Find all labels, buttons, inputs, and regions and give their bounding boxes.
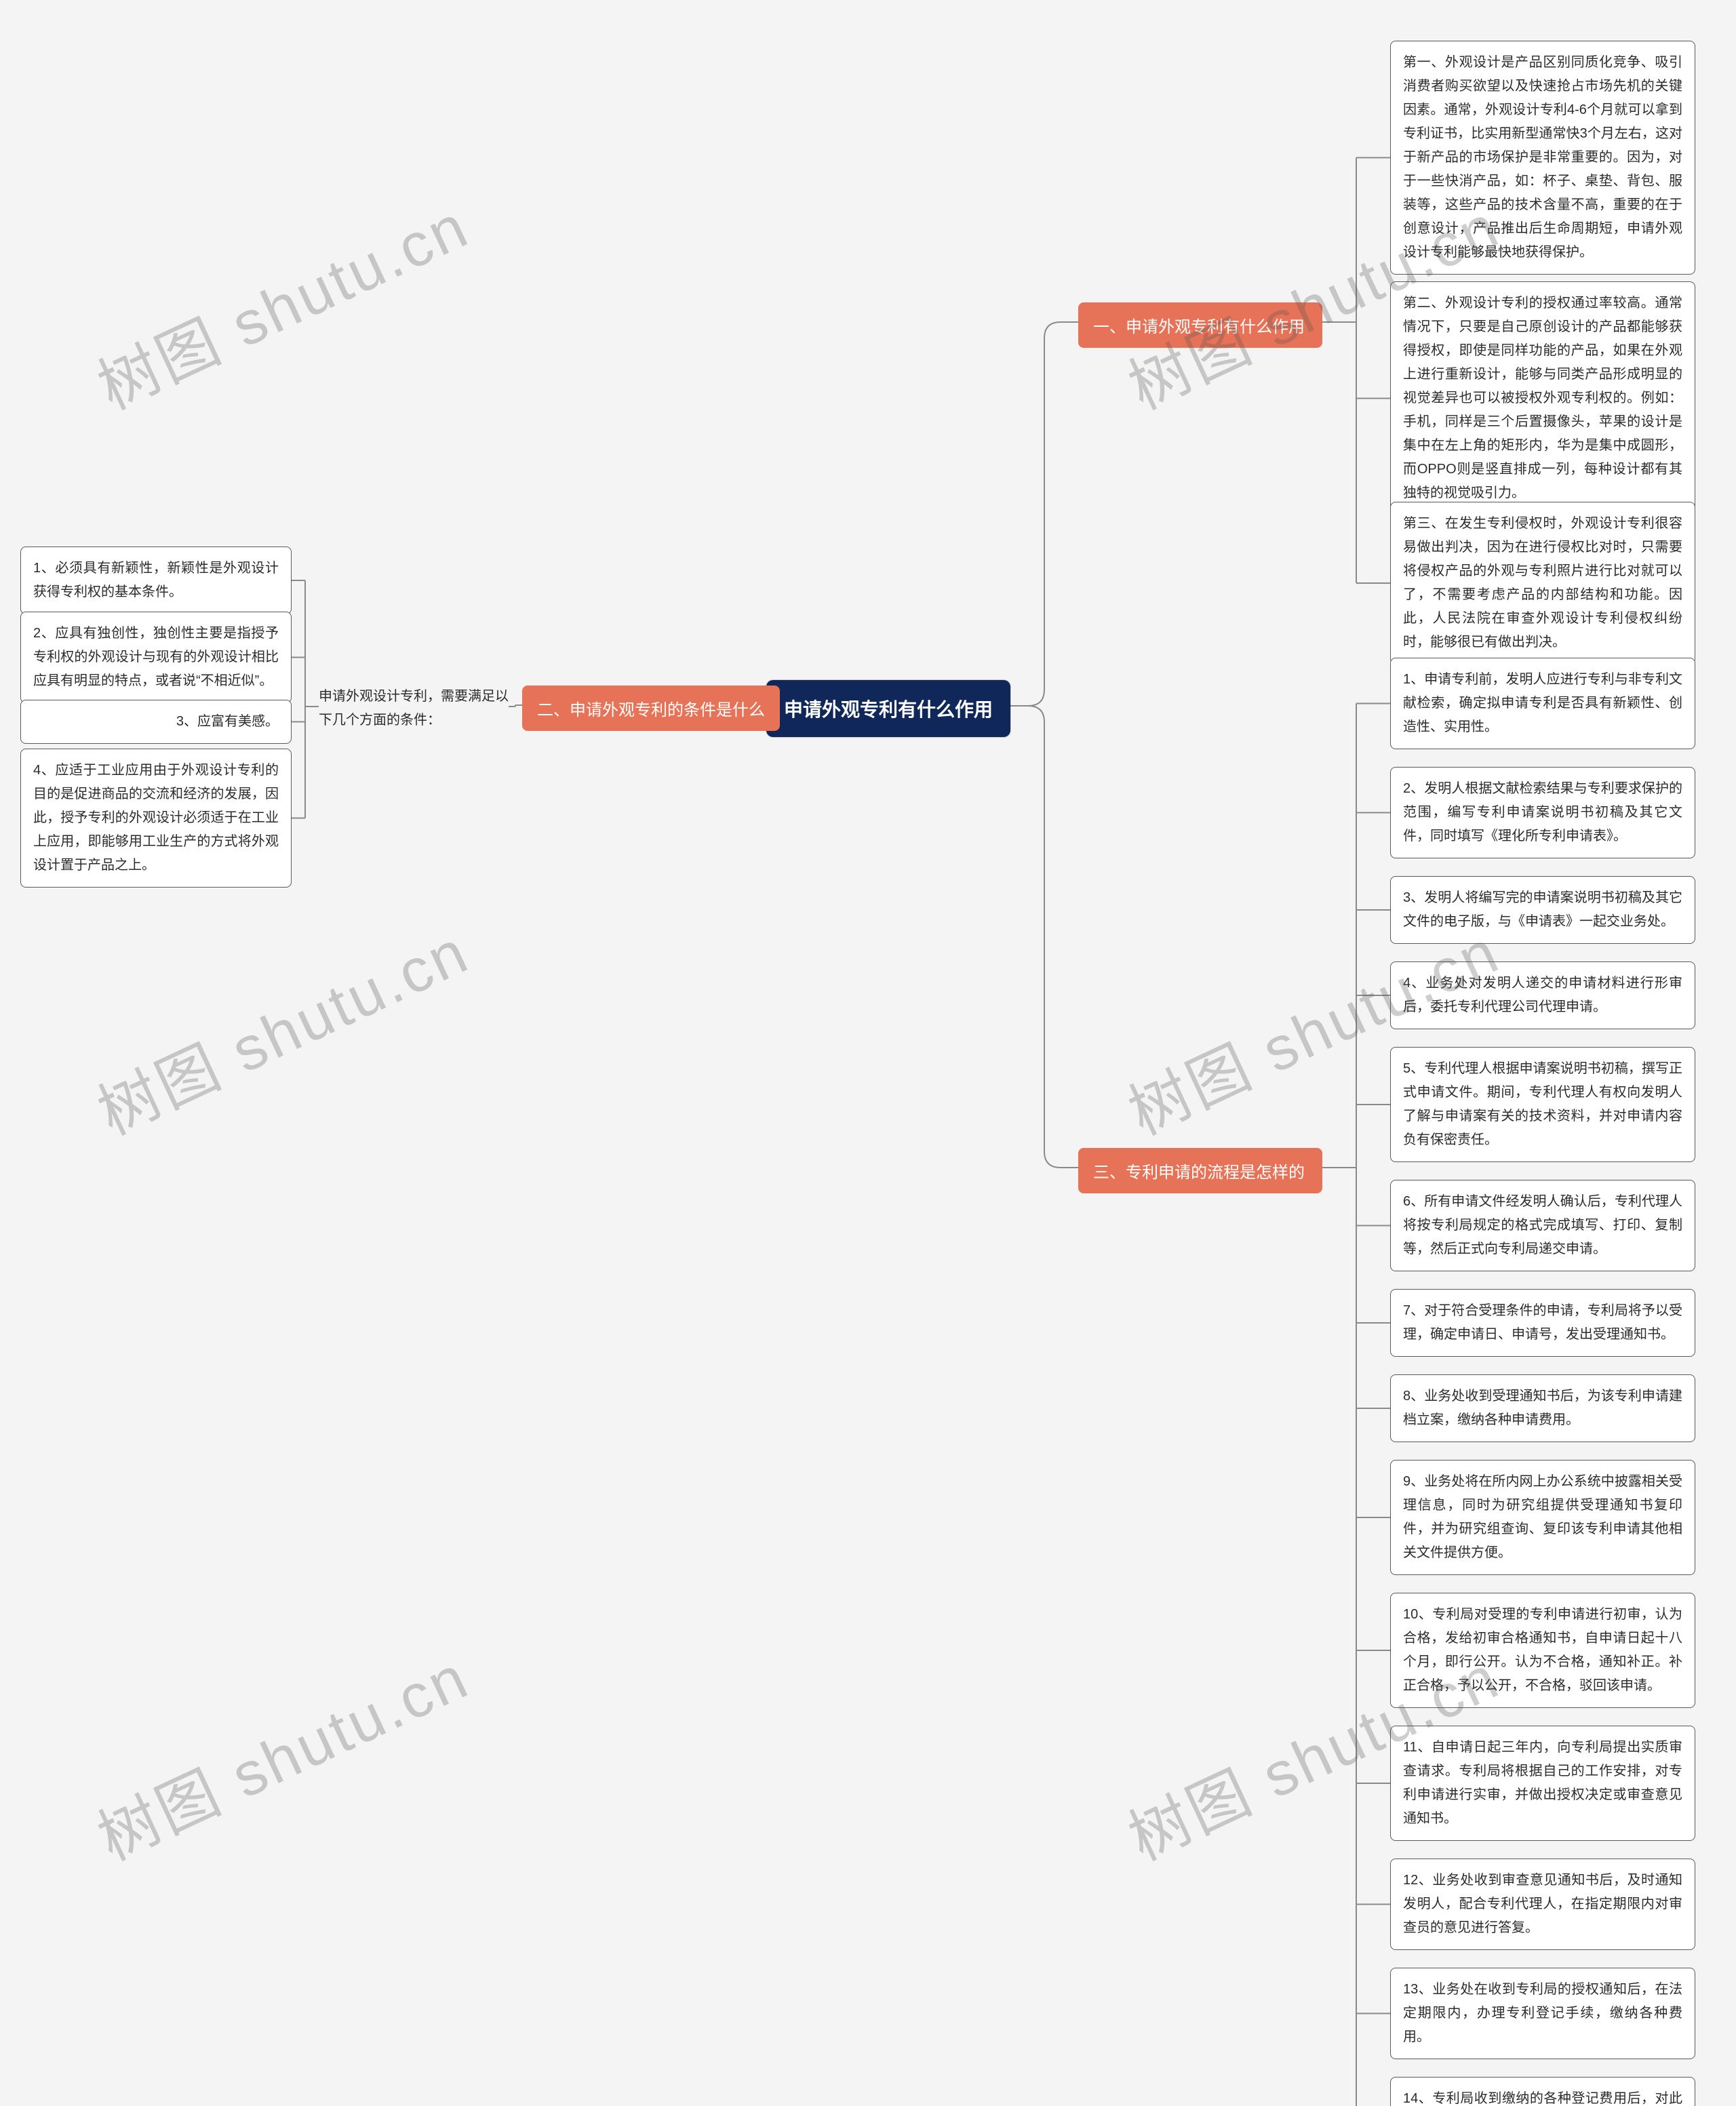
watermark-0: 树图 shutu.cn	[81, 178, 481, 426]
watermark-2: 树图 shutu.cn	[81, 903, 481, 1152]
section-s2: 二、申请外观专利的条件是什么	[522, 686, 780, 731]
leaf-s3m: 13、业务处在收到专利局的授权通知后，在法定期限内，办理专利登记手续，缴纳各种费…	[1390, 1968, 1695, 2059]
leaf-s1b: 第二、外观设计专利的授权通过率较高。通常情况下，只要是自己原创设计的产品都能够获…	[1390, 281, 1695, 515]
mindmap-stage: 申请外观专利有什么作用一、申请外观专利有什么作用二、申请外观专利的条件是什么三、…	[0, 0, 1736, 2106]
leaf-s3a: 1、申请专利前，发明人应进行专利与非专利文献检索，确定拟申请专利是否具有新颖性、…	[1390, 658, 1695, 749]
leaf-s2a4: 4、应适于工业应用由于外观设计专利的目的是促进商品的交流和经济的发展，因此，授予…	[20, 749, 292, 888]
leaf-s3h: 8、业务处收到受理通知书后，为该专利申请建档立案，缴纳各种申请费用。	[1390, 1374, 1695, 1442]
leaf-s3n: 14、专利局收到缴纳的各种登记费用后，对此专利予以授权登记和公告，并发给专利证书…	[1390, 2077, 1695, 2106]
section-s3: 三、专利申请的流程是怎样的	[1078, 1148, 1322, 1193]
leaf-s3g: 7、对于符合受理条件的申请，专利局将予以受理，确定申请日、申请号，发出受理通知书…	[1390, 1289, 1695, 1357]
leaf-s3i: 9、业务处将在所内网上办公系统中披露相关受理信息，同时为研究组提供受理通知书复印…	[1390, 1460, 1695, 1575]
leaf-s1c: 第三、在发生专利侵权时，外观设计专利很容易做出判决，因为在进行侵权比对时，只需要…	[1390, 502, 1695, 664]
leaf-s3b: 2、发明人根据文献检索结果与专利要求保护的范围，编写专利申请案说明书初稿及其它文…	[1390, 767, 1695, 858]
leaf-s2a3: 3、应富有美感。	[20, 700, 292, 744]
leaf-s3l: 12、业务处收到审查意见通知书后，及时通知发明人，配合专利代理人，在指定期限内对…	[1390, 1859, 1695, 1950]
center-topic: 申请外观专利有什么作用	[766, 680, 1010, 737]
leaf-s2a1: 1、必须具有新颖性，新颖性是外观设计获得专利权的基本条件。	[20, 547, 292, 614]
intermediate-s2a: 申请外观设计专利，需要满足以下几个方面的条件：	[319, 685, 509, 732]
leaf-s3e: 5、专利代理人根据申请案说明书初稿，撰写正式申请文件。期间，专利代理人有权向发明…	[1390, 1047, 1695, 1162]
watermark-4: 树图 shutu.cn	[81, 1629, 481, 1877]
leaf-s3f: 6、所有申请文件经发明人确认后，专利代理人将按专利局规定的格式完成填写、打印、复…	[1390, 1180, 1695, 1271]
leaf-s2a2: 2、应具有独创性，独创性主要是指授予专利权的外观设计与现有的外观设计相比应具有明…	[20, 612, 292, 703]
